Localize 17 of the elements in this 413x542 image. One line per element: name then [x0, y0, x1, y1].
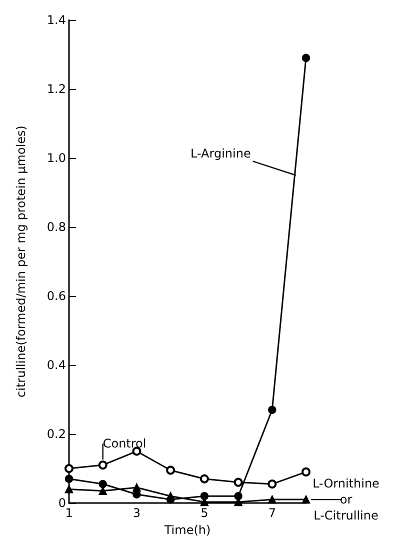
x-tick-label: 1	[65, 506, 73, 520]
x-axis-title: Time(h)	[163, 522, 211, 537]
y-tick-label: 1.2	[46, 82, 66, 96]
x-tick-label: 7	[268, 506, 276, 520]
y-tick-label: 0.4	[46, 358, 66, 372]
y-tick-label: 0.6	[46, 289, 66, 303]
y-tick-label: 0	[58, 496, 66, 510]
x-tick-label: 5	[200, 506, 208, 520]
y-axis-title: citrulline(formed/min per mg protein μmoles)	[14, 126, 28, 398]
y-tick-label: 1.0	[46, 151, 66, 165]
x-tick-label: 3	[132, 506, 141, 520]
annotation: L-Arginine	[190, 146, 251, 160]
annotation: Control	[102, 436, 146, 451]
y-tick-label: 1.4	[46, 13, 66, 27]
y-tick-label: 0.8	[46, 220, 66, 234]
y-tick-label: 0.2	[46, 427, 66, 441]
annotation: L-Ornithine or L-Citrulline	[312, 476, 380, 523]
